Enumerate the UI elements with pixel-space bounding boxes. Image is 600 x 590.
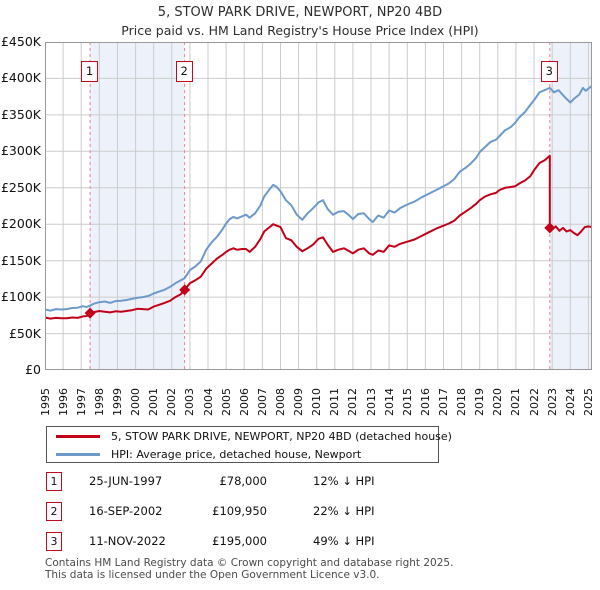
x-tick-label: 1998: [92, 388, 106, 416]
legend-item-hpi: HPI: Average price, detached house, Newp…: [47, 446, 438, 463]
price-history-chart: £0 £50K £100K £150K £200K £250K £300K £350K £400…: [0, 34, 595, 416]
x-tick-label: 2003: [183, 388, 197, 416]
legend-label-property: 5, STOW PARK DRIVE, NEWPORT, NP20 4BD (d…: [111, 430, 452, 443]
x-tick-label: 2022: [527, 388, 541, 416]
x-tick-label: 1995: [38, 388, 52, 416]
x-tick-label: 2011: [328, 388, 342, 416]
sale-vs-hpi: 22% ↓ HPI: [313, 504, 375, 518]
x-tick-label: 2010: [310, 388, 324, 416]
license-line-1: Contains HM Land Registry data © Crown c…: [45, 557, 454, 569]
x-tick-label: 2007: [255, 388, 269, 416]
page-title: 5, STOW PARK DRIVE, NEWPORT, NP20 4BD: [157, 5, 443, 20]
sale-marker-label: 2: [175, 61, 193, 82]
x-tick-label: 2020: [491, 388, 505, 416]
x-tick-label: 1997: [74, 388, 88, 416]
y-tick-label: £50K: [8, 325, 41, 341]
property-line-swatch: [56, 435, 100, 438]
chart-legend: 5, STOW PARK DRIVE, NEWPORT, NP20 4BD (d…: [46, 426, 452, 463]
sale-date: 16-SEP-2002: [89, 504, 163, 518]
sale-price: £78,000: [219, 474, 267, 488]
sale-number-badge: 3: [46, 532, 62, 551]
x-tick-label: 2004: [201, 388, 215, 416]
y-tick-label: £300K: [0, 143, 41, 159]
hpi-line-swatch: [56, 453, 100, 456]
y-tick-label: £250K: [0, 179, 41, 195]
sale-date: 25-JUN-1997: [89, 474, 163, 488]
x-tick-label: 1999: [110, 388, 124, 416]
legend-label-hpi: HPI: Average price, detached house, Newp…: [111, 448, 362, 461]
x-tick-label: 2008: [273, 388, 287, 416]
y-tick-label: £150K: [0, 252, 41, 268]
x-tick-label: 2019: [473, 388, 487, 416]
x-tick-label: 2012: [346, 388, 360, 416]
x-tick-label: 2002: [165, 388, 179, 416]
legend-item-property: 5, STOW PARK DRIVE, NEWPORT, NP20 4BD (d…: [47, 428, 452, 445]
y-tick-label: £200K: [0, 216, 41, 232]
x-tick-label: 2014: [382, 388, 396, 416]
sale-number-badge: 1: [46, 472, 62, 491]
x-tick-label: 2005: [219, 388, 233, 416]
x-tick-label: 2017: [436, 388, 450, 416]
sale-number-badge: 2: [46, 502, 62, 521]
y-tick-label: £100K: [0, 289, 41, 305]
sale-row-3: 3 11-NOV-2022 £195,000 49% ↓ HPI: [0, 532, 600, 552]
x-tick-label: 2024: [563, 388, 577, 416]
x-tick-label: 2018: [455, 388, 469, 416]
x-tick-label: 2021: [509, 388, 523, 416]
license-footer: Contains HM Land Registry data © Crown c…: [45, 557, 454, 581]
x-tick-label: 2013: [364, 388, 378, 416]
plot-area: [45, 42, 592, 370]
x-tick-label: 2009: [292, 388, 306, 416]
sale-row-1: 1 25-JUN-1997 £78,000 12% ↓ HPI: [0, 472, 600, 492]
x-tick-label: 2006: [237, 388, 251, 416]
sale-marker-label: 1: [81, 61, 99, 82]
x-tick-label: 2000: [129, 388, 143, 416]
sale-vs-hpi: 12% ↓ HPI: [313, 474, 375, 488]
y-tick-label: £350K: [0, 106, 41, 122]
x-tick-label: 2023: [545, 388, 559, 416]
x-tick-label: 1996: [56, 388, 70, 416]
sale-vs-hpi: 49% ↓ HPI: [313, 534, 375, 548]
sale-row-2: 2 16-SEP-2002 £109,950 22% ↓ HPI: [0, 502, 600, 522]
sale-marker-label: 3: [540, 61, 558, 82]
x-tick-label: 2001: [147, 388, 161, 416]
sale-price: £195,000: [212, 534, 267, 548]
x-tick-label: 2025: [581, 388, 595, 416]
y-tick-label: £0: [25, 362, 41, 377]
y-tick-label: £450K: [0, 34, 41, 49]
page-subtitle: Price paid vs. HM Land Registry's House …: [121, 23, 479, 38]
license-line-2: This data is licensed under the Open Gov…: [45, 568, 380, 581]
x-tick-label: 2016: [418, 388, 432, 416]
sale-date: 11-NOV-2022: [89, 534, 166, 548]
x-tick-label: 2015: [400, 388, 414, 416]
y-tick-label: £400K: [0, 70, 41, 86]
sale-price: £109,950: [212, 504, 267, 518]
